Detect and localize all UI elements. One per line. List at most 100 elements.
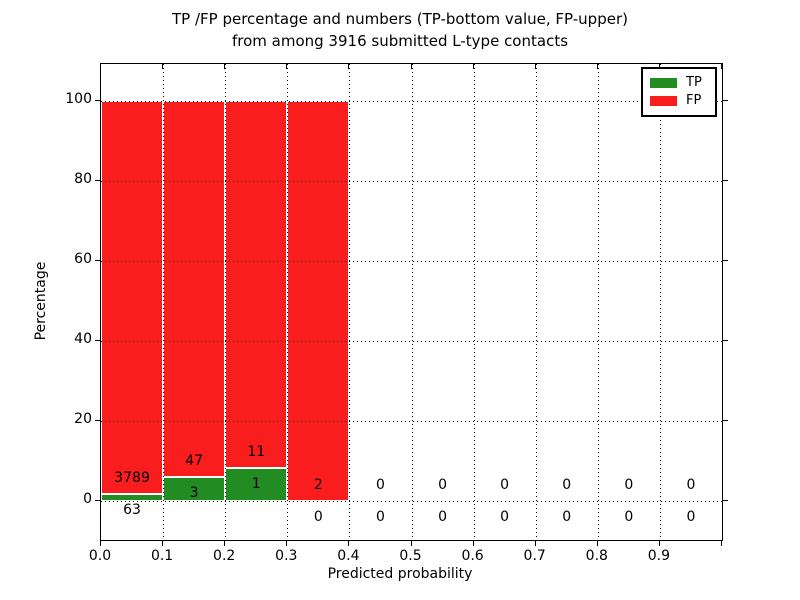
- x-tick-bottom: [224, 541, 226, 546]
- fp-count-label: 0: [686, 477, 696, 493]
- fp-count-label: 2: [313, 477, 323, 493]
- legend-label-fp: FP: [686, 93, 702, 108]
- grid-line-vertical: [411, 64, 413, 540]
- fp-count-label: 0: [375, 477, 385, 493]
- tp-count-label: 0: [686, 509, 696, 525]
- tp-count-label: 0: [313, 509, 323, 525]
- x-tick-top: [162, 64, 164, 69]
- x-tick-top: [721, 64, 722, 69]
- bar-fp-segment: [225, 101, 288, 468]
- x-tick-label: 0.0: [88, 548, 112, 564]
- bar-tp-segment: [101, 494, 164, 501]
- y-tick-right: [723, 260, 728, 261]
- x-tick-bottom: [286, 541, 288, 546]
- y-tick-label: 0: [83, 491, 92, 507]
- x-tick-bottom: [658, 541, 660, 546]
- fp-swatch-icon: [650, 96, 677, 106]
- y-tick-left: [95, 180, 100, 181]
- y-tick-right: [723, 100, 728, 101]
- legend-item-fp: FP: [650, 92, 708, 110]
- tp-count-label: 0: [375, 509, 385, 525]
- y-tick-left: [95, 260, 100, 261]
- grid-line-horizontal: [101, 101, 722, 102]
- tp-swatch-icon: [650, 78, 677, 88]
- chart-title-line2: from among 3916 submitted L-type contact…: [231, 32, 569, 50]
- tp-count-label: 1: [251, 475, 261, 492]
- grid-line-vertical: [473, 64, 475, 540]
- y-tick-label: 40: [74, 331, 92, 347]
- tp-count-label: 0: [562, 509, 572, 525]
- bar-fp-segment: [101, 101, 164, 495]
- grid-line-vertical: [163, 64, 165, 540]
- tp-count-label: 0: [438, 509, 448, 525]
- grid-line-horizontal: [101, 181, 722, 182]
- x-tick-bottom: [721, 541, 722, 546]
- y-tick-left: [95, 100, 100, 101]
- grid-line-horizontal: [101, 501, 722, 502]
- chart-title-line1: TP /FP percentage and numbers (TP-bottom…: [172, 10, 628, 28]
- x-tick-label: 0.3: [275, 548, 298, 564]
- x-tick-top: [224, 64, 226, 69]
- x-tick-bottom: [100, 541, 101, 546]
- grid-line-vertical: [659, 64, 661, 540]
- x-tick-top: [596, 64, 598, 69]
- x-tick-bottom: [348, 541, 350, 546]
- fp-count-label: 11: [247, 443, 266, 460]
- fp-count-label: 0: [438, 477, 448, 493]
- plot-area: TP FP 3789 63 47 3 11 1 2 0 0 0 0 0 0 0 0 0 0 0 0 0: [100, 63, 723, 541]
- x-tick-top: [100, 64, 101, 69]
- y-tick-right: [723, 500, 728, 501]
- grid-line-horizontal: [101, 261, 722, 262]
- x-axis-label: Predicted probability: [327, 566, 473, 582]
- grid-line-vertical: [287, 64, 289, 540]
- x-tick-label: 0.1: [150, 548, 174, 564]
- x-tick-top: [658, 64, 660, 69]
- y-axis-label: Percentage: [33, 261, 49, 341]
- x-tick-bottom: [534, 541, 536, 546]
- x-tick-top: [410, 64, 412, 69]
- legend: TP FP: [641, 67, 717, 117]
- y-tick-label: 80: [74, 171, 92, 187]
- grid-line-horizontal: [101, 341, 722, 342]
- x-tick-label: 0.6: [461, 548, 484, 564]
- tp-count-label: 63: [123, 502, 141, 519]
- tp-count-label: 0: [624, 509, 634, 525]
- grid-line-vertical: [535, 64, 537, 540]
- fp-count-label: 0: [624, 477, 634, 493]
- x-tick-bottom: [596, 541, 598, 546]
- legend-item-tp: TP: [650, 74, 708, 92]
- x-tick-top: [472, 64, 474, 69]
- x-tick-bottom: [410, 541, 412, 546]
- y-tick-left: [95, 420, 100, 421]
- y-tick-left: [95, 340, 100, 341]
- y-tick-label: 100: [65, 91, 92, 107]
- x-tick-label: 0.4: [337, 548, 360, 564]
- y-tick-label: 60: [74, 251, 92, 267]
- tp-count-label: 3: [189, 485, 199, 501]
- x-tick-top: [534, 64, 536, 69]
- y-tick-right: [723, 420, 728, 421]
- y-tick-right: [723, 340, 728, 341]
- x-tick-top: [286, 64, 288, 69]
- fp-count-label: 3789: [114, 470, 150, 487]
- fp-count-label: 0: [500, 477, 510, 493]
- grid-line-horizontal: [101, 421, 722, 422]
- fp-count-label: 47: [185, 453, 204, 469]
- x-tick-bottom: [472, 541, 474, 546]
- chart-title: TP /FP percentage and numbers (TP-bottom…: [0, 8, 800, 52]
- grid-line-vertical: [597, 64, 599, 540]
- x-tick-label: 0.9: [647, 548, 671, 564]
- bar-fp-segment: [287, 101, 350, 501]
- y-tick-label: 20: [74, 411, 92, 427]
- tp-count-label: 0: [500, 509, 510, 525]
- x-tick-label: 0.7: [523, 548, 546, 564]
- x-tick-bottom: [162, 541, 164, 546]
- x-tick-label: 0.8: [585, 548, 608, 564]
- y-tick-left: [95, 500, 100, 501]
- grid-line-vertical: [349, 64, 351, 540]
- legend-label-tp: TP: [686, 75, 702, 90]
- y-tick-right: [723, 180, 728, 181]
- x-tick-top: [348, 64, 350, 69]
- x-tick-label: 0.2: [213, 548, 236, 564]
